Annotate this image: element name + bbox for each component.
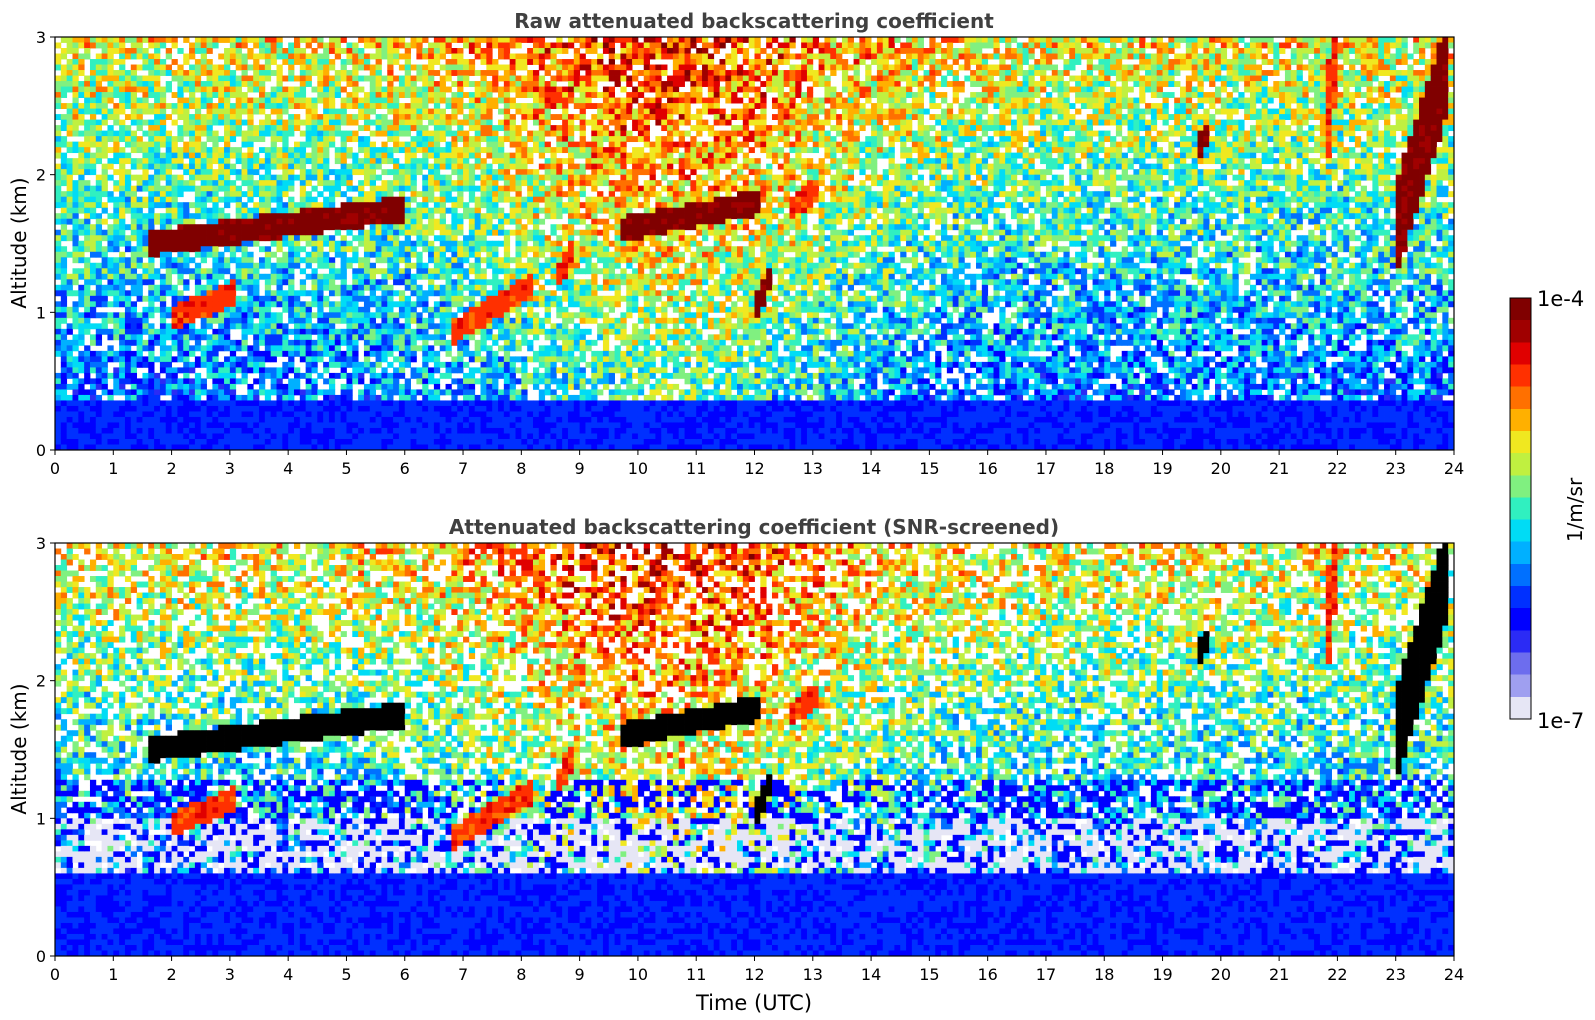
colorbar-bar xyxy=(1509,297,1532,720)
x-tick-label: 8 xyxy=(516,965,526,984)
y-tick-label: 0 xyxy=(36,441,46,460)
x-tick-label: 9 xyxy=(575,459,585,478)
x-tick-label: 8 xyxy=(516,459,526,478)
x-tick-label: 3 xyxy=(225,459,235,478)
panel2-xlabel: Time (UTC) xyxy=(695,991,812,1015)
x-tick-label: 7 xyxy=(458,459,468,478)
x-tick-label: 0 xyxy=(50,965,60,984)
x-tick-label: 17 xyxy=(1036,965,1056,984)
y-tick-label: 1 xyxy=(36,809,46,828)
panel2-plot xyxy=(55,543,1454,956)
colorbar-min-label: 1e-7 xyxy=(1537,709,1584,733)
x-tick-label: 15 xyxy=(919,965,939,984)
x-tick-label: 19 xyxy=(1152,965,1172,984)
x-tick-label: 16 xyxy=(977,459,997,478)
x-tick-label: 20 xyxy=(1211,459,1231,478)
x-tick-label: 3 xyxy=(225,965,235,984)
x-tick-label: 4 xyxy=(283,459,293,478)
x-tick-label: 2 xyxy=(166,965,176,984)
colorbar-unit-label: 1/m/sr xyxy=(1563,477,1587,542)
x-tick-label: 2 xyxy=(166,459,176,478)
x-tick-label: 18 xyxy=(1094,965,1114,984)
x-tick-label: 10 xyxy=(628,965,648,984)
x-tick-label: 12 xyxy=(744,965,764,984)
panel1-x-ticks: 0 1 2 3 4 5 6 7 8 9 10 11 12 13 14 15 16 17 18 19 20 21 22 23 24 xyxy=(50,450,1464,478)
x-tick-label: 22 xyxy=(1327,459,1347,478)
panel1-ylabel: Altitude (km) xyxy=(7,177,31,308)
x-tick-label: 13 xyxy=(803,459,823,478)
x-tick-label: 17 xyxy=(1036,459,1056,478)
x-tick-label: 24 xyxy=(1444,965,1464,984)
x-tick-label: 10 xyxy=(628,459,648,478)
x-tick-label: 1 xyxy=(108,965,118,984)
y-tick-label: 2 xyxy=(36,166,46,185)
x-tick-label: 14 xyxy=(861,459,881,478)
x-tick-label: 7 xyxy=(458,965,468,984)
x-tick-label: 11 xyxy=(686,965,706,984)
panel2-ylabel: Altitude (km) xyxy=(7,683,31,814)
x-tick-label: 11 xyxy=(686,459,706,478)
x-tick-label: 12 xyxy=(744,459,764,478)
x-tick-label: 18 xyxy=(1094,459,1114,478)
x-tick-label: 20 xyxy=(1211,965,1231,984)
panel2-title: Attenuated backscattering coefficient (S… xyxy=(449,515,1059,539)
x-tick-label: 14 xyxy=(861,965,881,984)
y-tick-label: 2 xyxy=(36,672,46,691)
x-tick-label: 21 xyxy=(1269,965,1289,984)
x-tick-label: 24 xyxy=(1444,459,1464,478)
x-tick-label: 5 xyxy=(341,459,351,478)
x-tick-label: 1 xyxy=(108,459,118,478)
y-tick-label: 3 xyxy=(36,28,46,47)
x-tick-label: 9 xyxy=(575,965,585,984)
panel1-plot xyxy=(55,37,1454,450)
x-tick-label: 23 xyxy=(1386,965,1406,984)
x-tick-label: 23 xyxy=(1386,459,1406,478)
panel1-title: Raw attenuated backscattering coefficien… xyxy=(514,9,994,33)
x-tick-label: 0 xyxy=(50,459,60,478)
y-tick-label: 1 xyxy=(36,303,46,322)
panel2-y-ticks: 0 1 2 3 xyxy=(36,534,55,966)
colorbar-max-label: 1e-4 xyxy=(1537,287,1584,311)
x-tick-label: 13 xyxy=(803,965,823,984)
panel2-x-ticks: 0 1 2 3 4 5 6 7 8 9 10 11 12 13 14 15 16 17 18 19 20 21 22 23 24 xyxy=(50,956,1464,984)
x-tick-label: 4 xyxy=(283,965,293,984)
x-tick-label: 21 xyxy=(1269,459,1289,478)
x-tick-label: 15 xyxy=(919,459,939,478)
x-tick-label: 22 xyxy=(1327,965,1347,984)
x-tick-label: 19 xyxy=(1152,459,1172,478)
x-tick-label: 5 xyxy=(341,965,351,984)
colorbar: 1e-4 1e-7 1/m/sr xyxy=(1509,287,1587,733)
panel1-y-ticks: 0 1 2 3 xyxy=(36,28,55,460)
y-tick-label: 0 xyxy=(36,947,46,966)
y-tick-label: 3 xyxy=(36,534,46,553)
x-tick-label: 16 xyxy=(977,965,997,984)
x-tick-label: 6 xyxy=(400,965,410,984)
x-tick-label: 6 xyxy=(400,459,410,478)
